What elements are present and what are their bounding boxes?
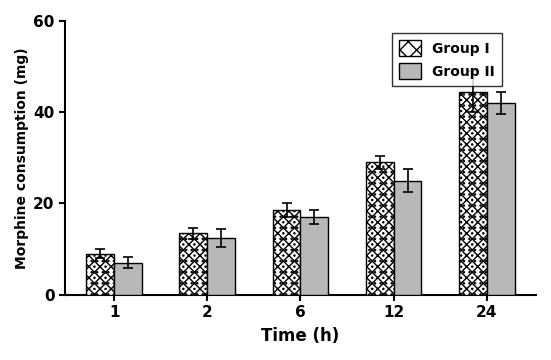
Bar (87, 253, 114, 294)
Bar (366, 162, 393, 294)
Bar (366, 162, 393, 294)
Bar (273, 210, 300, 294)
Bar (207, 238, 235, 294)
Bar (114, 263, 142, 294)
Bar (459, 92, 487, 294)
Bar (393, 181, 422, 294)
X-axis label: Time (h): Time (h) (261, 327, 339, 345)
Legend: Group I, Group II: Group I, Group II (392, 33, 502, 86)
Bar (87, 253, 114, 294)
Bar (459, 92, 487, 294)
Bar (487, 103, 515, 294)
Bar (180, 233, 207, 294)
Bar (300, 217, 328, 294)
Bar (273, 210, 300, 294)
Y-axis label: Morphine consumption (mg): Morphine consumption (mg) (15, 47, 29, 269)
Bar (180, 233, 207, 294)
